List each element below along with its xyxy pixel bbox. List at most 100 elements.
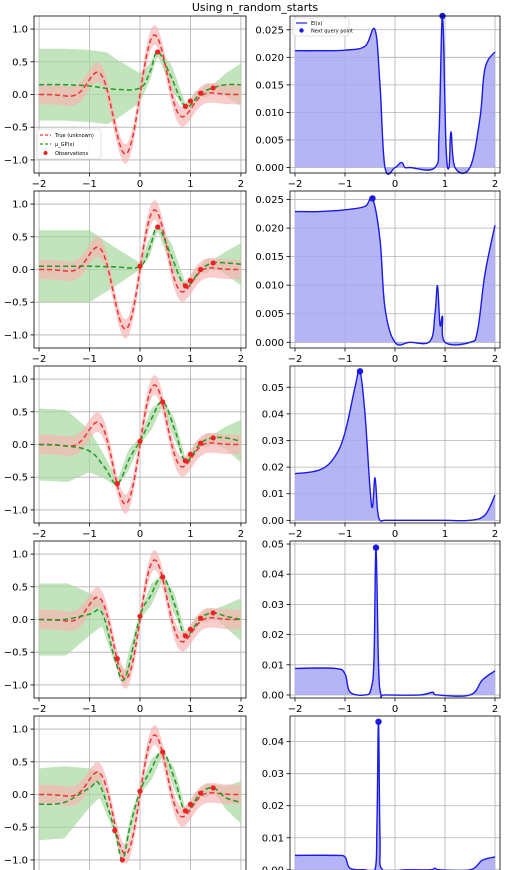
x-tick-label: 2 bbox=[238, 529, 244, 540]
y-tick-label: 0.0 bbox=[12, 615, 28, 626]
ei-area bbox=[295, 370, 495, 522]
observation-point bbox=[210, 435, 216, 441]
ei-line bbox=[294, 369, 496, 522]
y-tick-label: 0.05 bbox=[262, 540, 284, 551]
gp-panel-3: −2 −1 0 1 2 1.0 0.5 0.0 −0.5 −1.0 bbox=[4, 365, 247, 540]
gp-panel-2: −2 −1 0 1 2 1.0 0.5 0.0 −0.5 −1.0 bbox=[4, 190, 247, 365]
y-tick-label: 0.03 bbox=[262, 769, 284, 780]
x-tick-label: −2 bbox=[32, 704, 47, 715]
y-tick-label: 0.025 bbox=[255, 195, 284, 206]
x-tick-label: 1 bbox=[442, 179, 448, 190]
y-tick-label: 1.0 bbox=[12, 25, 28, 36]
x-tick-label: 0 bbox=[137, 179, 143, 190]
x-tick-label: −1 bbox=[82, 179, 97, 190]
observation-point bbox=[119, 857, 125, 863]
y-tick-label: 1.0 bbox=[12, 550, 28, 561]
x-tick-label: 0 bbox=[392, 529, 398, 540]
legend-obs-swatch bbox=[43, 151, 48, 155]
axes-frame bbox=[289, 715, 501, 870]
x-tick-label: 0 bbox=[137, 354, 143, 365]
observation-point bbox=[182, 103, 189, 109]
gp-mean-line bbox=[39, 401, 242, 485]
y-tick-label: −0.5 bbox=[4, 298, 28, 309]
true-function-line bbox=[39, 209, 241, 330]
legend-label: True (unknown) bbox=[54, 133, 94, 139]
ei-line bbox=[294, 15, 496, 175]
y-tick-label: 0.02 bbox=[262, 463, 284, 474]
x-tick-label: −2 bbox=[288, 704, 303, 715]
y-tick-label: 0.0 bbox=[12, 790, 28, 801]
y-tick-label: 0.03 bbox=[262, 436, 284, 447]
y-tick-label: −1.0 bbox=[4, 855, 28, 866]
observation-point bbox=[182, 283, 189, 289]
observation-point bbox=[197, 440, 204, 446]
x-tick-label: −2 bbox=[288, 179, 303, 190]
legend-label: Observations bbox=[55, 151, 88, 157]
x-tick-label: −1 bbox=[338, 354, 353, 365]
y-tick-label: 0.01 bbox=[262, 833, 284, 844]
observation-point bbox=[210, 260, 216, 266]
x-tick-label: 0 bbox=[392, 354, 398, 365]
x-tick-label: 2 bbox=[492, 529, 498, 540]
x-tick-label: −1 bbox=[338, 704, 353, 715]
gp-mean-line bbox=[39, 576, 242, 681]
x-tick-label: −1 bbox=[338, 179, 353, 190]
true-function-line bbox=[39, 34, 241, 155]
y-tick-label: −0.5 bbox=[4, 648, 28, 659]
y-tick-label: 0.00 bbox=[262, 690, 284, 701]
gp-mean-line bbox=[39, 51, 241, 108]
x-tick-label: 0 bbox=[137, 704, 143, 715]
observation-point bbox=[160, 399, 166, 405]
ei-line bbox=[294, 196, 496, 346]
y-tick-label: 0.005 bbox=[255, 309, 284, 320]
gp-panel-4: −2 −1 0 1 2 1.0 0.5 0.0 −0.5 −1.0 bbox=[4, 540, 247, 715]
x-tick-label: 1 bbox=[187, 529, 193, 540]
x-tick-label: −1 bbox=[82, 704, 97, 715]
y-tick-label: −0.5 bbox=[4, 123, 28, 134]
legend-label: Next query point bbox=[311, 28, 353, 34]
ei-panel-3: −2 −1 0 1 2 0.05 0.04 0.03 0.02 0.01 0.00 bbox=[262, 365, 501, 540]
y-tick-label: 0.0 bbox=[12, 265, 28, 276]
observation-point bbox=[210, 785, 216, 791]
y-tick-label: 0.00 bbox=[262, 516, 284, 527]
y-tick-label: 0.010 bbox=[255, 108, 284, 119]
x-tick-label: −2 bbox=[288, 354, 303, 365]
observation-point bbox=[137, 438, 143, 444]
next-query-point bbox=[375, 718, 382, 725]
observation-point bbox=[160, 749, 166, 755]
ei-panel-1: −2 −1 0 1 2 0.025 0.020 0.015 0.010 0.005 0.000 EI(… bbox=[255, 12, 501, 190]
y-tick-label: 0.0 bbox=[12, 90, 28, 101]
y-tick-label: 0.02 bbox=[262, 630, 284, 641]
y-tick-label: 1.0 bbox=[12, 375, 28, 386]
y-tick-label: 0.005 bbox=[255, 135, 284, 146]
x-tick-label: 1 bbox=[442, 704, 448, 715]
x-tick-label: 0 bbox=[392, 179, 398, 190]
next-query-point bbox=[369, 195, 376, 202]
y-tick-label: 0.04 bbox=[262, 570, 284, 581]
y-tick-label: 0.5 bbox=[12, 232, 28, 243]
y-tick-label: 0.020 bbox=[255, 53, 284, 64]
y-tick-label: 0.015 bbox=[255, 80, 284, 91]
observation-point bbox=[197, 790, 204, 796]
gp-legend: True (unknown) μ_GP(x) Observations bbox=[36, 128, 102, 160]
y-tick-label: −0.5 bbox=[4, 823, 28, 834]
x-tick-label: 1 bbox=[442, 354, 448, 365]
x-tick-label: 2 bbox=[492, 354, 498, 365]
true-function-line bbox=[39, 384, 241, 505]
ei-panel-2: −2 −1 0 1 2 0.025 0.020 0.015 0.010 0.005 0.000 bbox=[255, 190, 501, 365]
ei-line bbox=[294, 721, 496, 870]
x-tick-label: −2 bbox=[32, 529, 47, 540]
true-function-line bbox=[39, 559, 241, 680]
observation-point bbox=[187, 801, 194, 807]
observation-point bbox=[210, 85, 216, 91]
y-tick-label: 0.010 bbox=[255, 281, 284, 292]
x-tick-label: 0 bbox=[392, 704, 398, 715]
y-tick-label: 0.5 bbox=[12, 757, 28, 768]
y-tick-label: 1.0 bbox=[12, 200, 28, 211]
x-tick-label: −2 bbox=[32, 179, 47, 190]
ei-panel-4: −2 −1 0 1 2 0.05 0.04 0.03 0.02 0.01 0.00 bbox=[262, 540, 501, 715]
y-tick-label: 0.015 bbox=[255, 252, 284, 263]
